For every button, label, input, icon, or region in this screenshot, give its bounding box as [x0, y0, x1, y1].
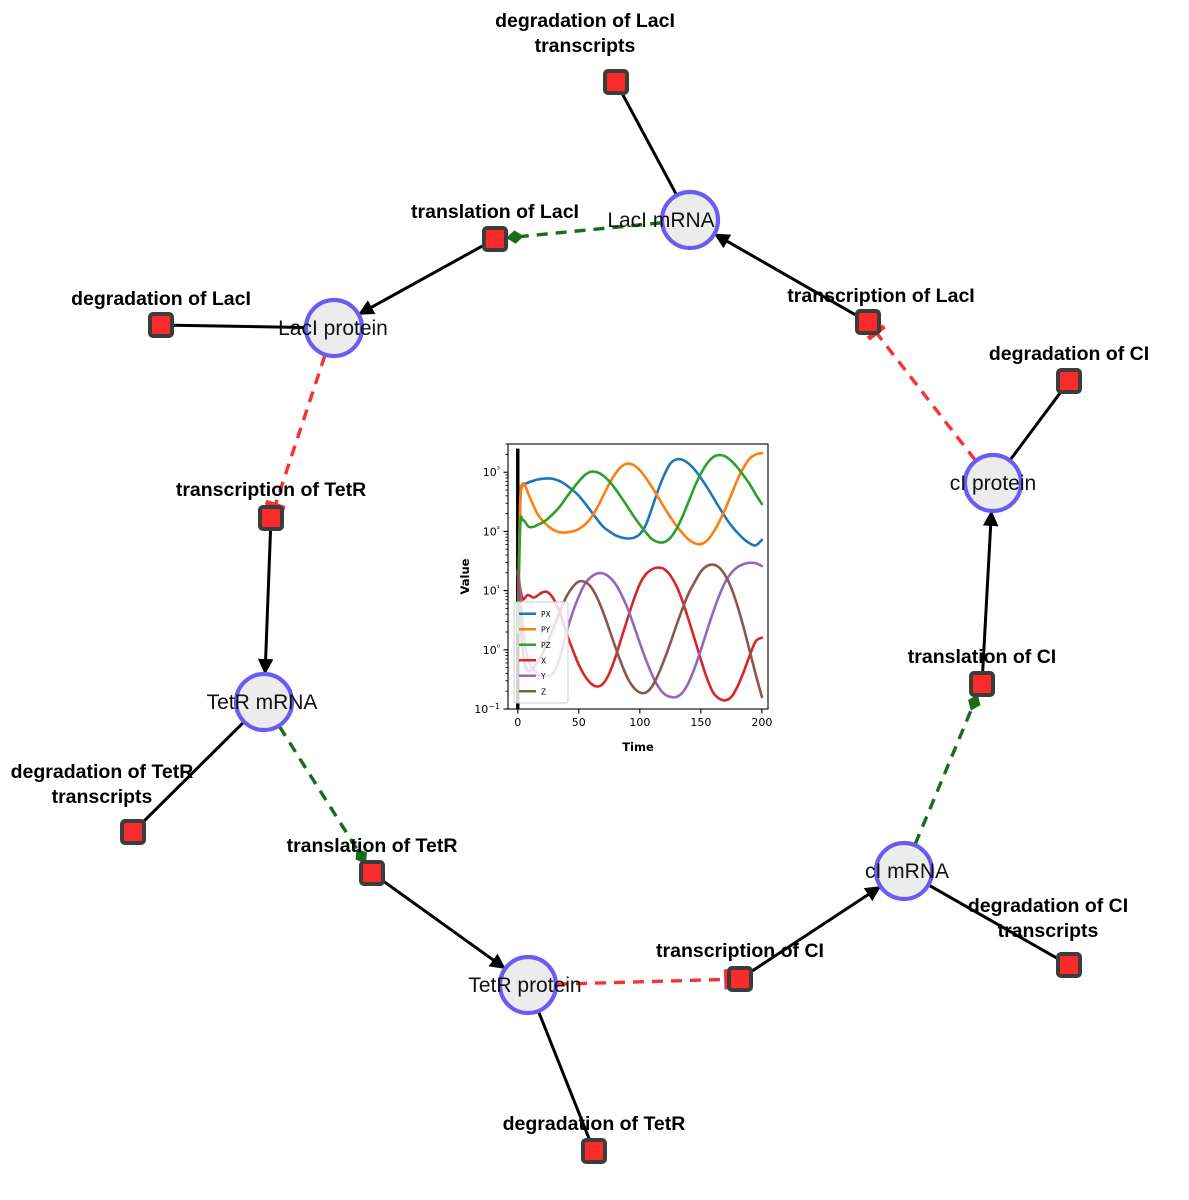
species-label-laci-protein: LacI protein	[278, 317, 388, 340]
reaction-node-deg-ci[interactable]	[1056, 368, 1082, 394]
translation-produces-ci-protein	[981, 510, 999, 672]
reaction-node-deg-tetr-tr[interactable]	[120, 819, 146, 845]
y-tick-label: 10²	[483, 524, 500, 539]
inset-plot-svg: 0 50 100 150 200 10−1 10⁰ 10¹ 10² 10³ Time Value PX P…	[455, 432, 780, 757]
species-label-laci-mrna: LacI mRNA	[607, 209, 714, 232]
species-node-laci-mrna[interactable]	[659, 189, 721, 251]
legend-label-Y: Y	[540, 672, 546, 681]
legend-label-PZ: PZ	[541, 641, 551, 650]
reaction-label-transl-ci: translation of CI	[908, 646, 1056, 668]
transcription-produces-tetr-mrna	[257, 530, 274, 675]
species-label-tetr-mrna: TetR mRNA	[207, 691, 318, 714]
reaction-node-transcr-laci[interactable]	[855, 309, 881, 335]
reaction-node-transl-ci[interactable]	[969, 671, 995, 697]
reaction-node-transcr-ci[interactable]	[727, 966, 753, 992]
reaction-node-transl-tetr[interactable]	[359, 860, 385, 886]
reaction-label-deg-tetr: degradation of TetR	[503, 1113, 686, 1135]
legend-label-PY: PY	[541, 625, 550, 634]
ci-mrna-catalyzes-translation	[913, 694, 981, 845]
species-node-ci-protein[interactable]	[962, 452, 1024, 514]
laci-mrna-catalyzes-translation	[506, 221, 662, 244]
reaction-node-deg-laci[interactable]	[148, 312, 174, 338]
x-tick-label: 50	[572, 716, 586, 729]
series-line-PY	[516, 451, 764, 634]
laci-protein-to-degradation	[173, 323, 306, 329]
translation-produces-laci-protein	[358, 243, 485, 316]
ci-protein-inhibits-laci-transcription	[866, 324, 977, 462]
reaction-label-deg-ci: degradation of CI	[989, 343, 1149, 365]
x-tick-label: 200	[751, 716, 772, 729]
species-node-tetr-mrna[interactable]	[233, 671, 295, 733]
series-line-PX	[516, 457, 764, 634]
tetr-protein-to-degradation	[537, 1011, 591, 1140]
ci-mrna-to-degradation	[928, 884, 1059, 960]
y-tick-label: 10¹	[483, 583, 500, 598]
ci-protein-to-degradation	[1009, 390, 1063, 461]
species-node-ci-mrna[interactable]	[873, 840, 935, 902]
y-tick-label: 10−1	[474, 702, 500, 717]
x-tick-label: 100	[629, 716, 650, 729]
tetr-mrna-catalyzes-translation	[278, 725, 367, 864]
reaction-label-transl-tetr: translation of TetR	[287, 835, 458, 857]
reaction-node-deg-tetr[interactable]	[581, 1138, 607, 1164]
tetr-mrna-to-degradation	[141, 721, 245, 824]
legend-box	[513, 601, 569, 704]
reaction-label-deg-laci: degradation of LacI	[71, 288, 251, 310]
legend-label-PX: PX	[541, 610, 551, 619]
x-tick-label: 150	[690, 716, 711, 729]
species-node-tetr-protein[interactable]	[497, 954, 559, 1016]
x-tick-label: 0	[514, 716, 521, 729]
x-axis-label: Time	[622, 740, 654, 754]
edge-layer	[141, 92, 1063, 1140]
node-layer	[120, 69, 1082, 1164]
laci-mrna-to-degradation	[620, 92, 678, 196]
reaction-node-deg-ci-tr[interactable]	[1056, 952, 1082, 978]
series-line-PZ	[516, 453, 764, 634]
reaction-label-transcr-laci: transcription of LacI	[787, 285, 974, 307]
legend-label-X: X	[541, 656, 546, 665]
reaction-label-transcr-tetr: transcription of TetR	[176, 479, 366, 501]
reaction-label-deg-tetr-tr: degradation of TetR transcripts	[11, 761, 194, 808]
transcription-produces-laci-mrna	[713, 233, 858, 317]
y-tick-label: 10³	[483, 465, 500, 480]
legend-label-Z: Z	[541, 687, 546, 696]
species-label-tetr-protein: TetR protein	[468, 974, 581, 997]
transcription-produces-ci-mrna	[750, 885, 882, 974]
y-axis-label: Value	[458, 558, 472, 594]
species-label-ci-protein: cI protein	[950, 472, 1036, 495]
y-tick-label: 10⁰	[483, 642, 500, 657]
series-line-X	[516, 566, 764, 702]
species-node-laci-protein[interactable]	[303, 297, 365, 359]
reaction-label-deg-ci-tr: degradation of CI transcripts	[968, 895, 1128, 942]
reaction-label-deg-laci-tr: degradation of LacI transcripts	[495, 10, 675, 57]
reaction-node-deg-laci-tr[interactable]	[603, 69, 629, 95]
reaction-label-transcr-ci: transcription of CI	[656, 940, 824, 962]
reaction-node-transcr-tetr[interactable]	[258, 505, 284, 531]
species-label-ci-mrna: cI mRNA	[865, 860, 949, 883]
laci-protein-inhibits-tetr-transcription	[264, 354, 327, 511]
reaction-label-transl-laci: translation of LacI	[411, 201, 579, 223]
tetr-protein-inhibits-ci-transcription	[556, 969, 730, 990]
translation-produces-tetr-protein	[381, 879, 506, 970]
reaction-node-transl-laci[interactable]	[482, 226, 508, 252]
label-layer: LacI mRNA LacI protein TetR mRNA TetR prote…	[11, 10, 1150, 1135]
inset-timecourse-plot: 0 50 100 150 200 10−1 10⁰ 10¹ 10² 10³ Time Value PX P…	[455, 432, 780, 757]
